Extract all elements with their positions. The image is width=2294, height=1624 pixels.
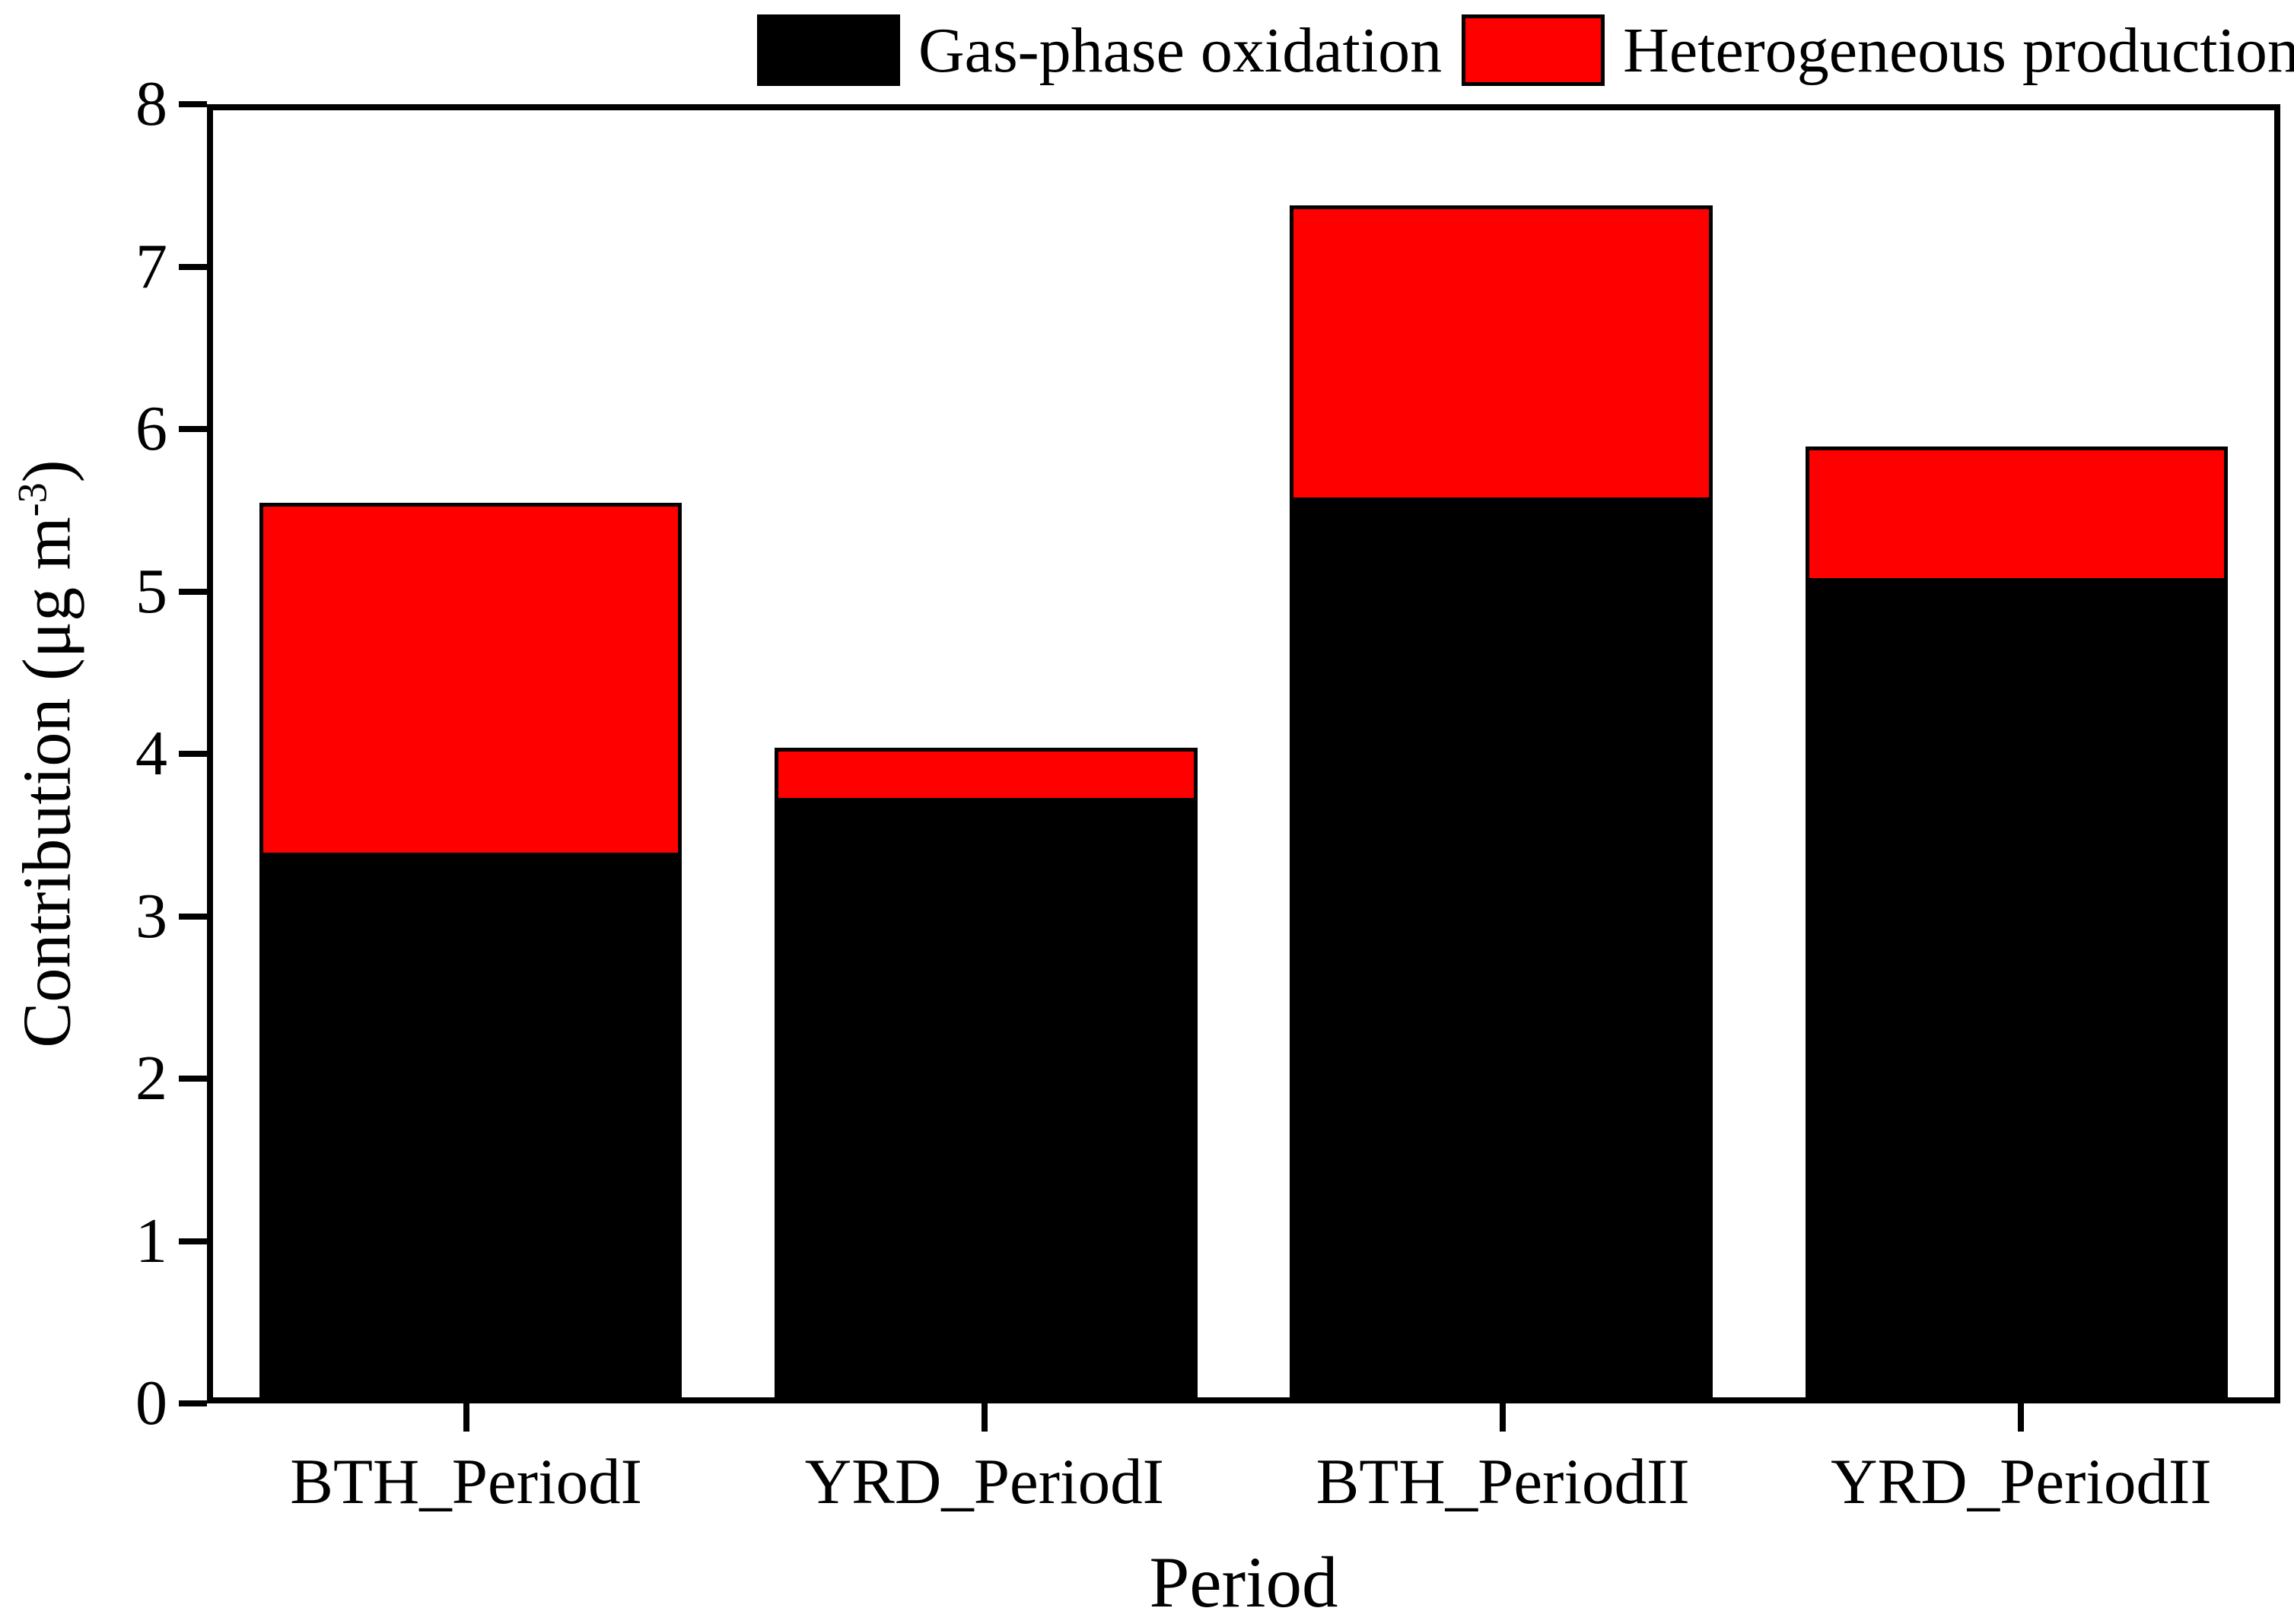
y-axis-tick-1	[179, 1238, 207, 1244]
y-axis-tick-3	[179, 913, 207, 920]
legend-swatch-heterogeneous	[1462, 14, 1605, 86]
bar-BTH_PeriodI	[259, 110, 682, 1397]
y-axis-tick-2	[179, 1076, 207, 1082]
bar-BTH_PeriodII	[1290, 110, 1713, 1397]
y-axis-title: Contribution (μg m-3)	[8, 459, 87, 1047]
y-axis-tick-8	[179, 101, 207, 107]
bar-segment-heterogeneous-YRD_PeriodI	[775, 747, 1198, 802]
legend-label-gas-phase: Gas-phase oxidation	[918, 14, 1443, 86]
x-axis-tick-BTH_PeriodII	[1500, 1403, 1507, 1432]
legend-item-gas-phase: Gas-phase oxidation	[757, 14, 1442, 87]
bar-segment-heterogeneous-YRD_PeriodII	[1805, 447, 2229, 582]
x-axis-tick-YRD_PeriodII	[2018, 1403, 2025, 1432]
x-axis-tick-label-YRD_PeriodI: YRD_PeriodI	[804, 1446, 1164, 1518]
y-axis-tick-label-1: 1	[135, 1205, 167, 1276]
x-axis-tick-label-YRD_PeriodII: YRD_PeriodII	[1831, 1446, 2212, 1518]
y-axis-tick-label-3: 3	[135, 880, 167, 952]
x-axis-title: Period	[1149, 1542, 1338, 1622]
x-axis-tick-YRD_PeriodI	[981, 1403, 988, 1432]
y-axis-title-text: Contribution (μg m	[9, 516, 85, 1048]
x-axis-tick-label-BTH_PeriodII: BTH_PeriodII	[1316, 1446, 1690, 1518]
y-axis-tick-label-7: 7	[135, 230, 167, 302]
y-axis-title-superscript: -3	[9, 482, 56, 517]
bar-segment-gas-BTH_PeriodI	[259, 856, 682, 1397]
bar-segment-gas-YRD_PeriodII	[1805, 581, 2229, 1397]
bar-segment-heterogeneous-BTH_PeriodI	[259, 503, 682, 857]
bar-segment-gas-BTH_PeriodII	[1290, 501, 1713, 1397]
x-axis-tick-label-BTH_PeriodI: BTH_PeriodI	[290, 1446, 642, 1518]
bar-YRD_PeriodI	[775, 110, 1198, 1397]
legend-swatch-gas-phase	[757, 14, 900, 86]
y-axis-tick-label-0: 0	[135, 1368, 167, 1438]
y-axis-title-suffix: )	[9, 459, 85, 483]
y-axis-tick-7	[179, 263, 207, 270]
y-axis-tick-6	[179, 426, 207, 432]
y-axis-tick-label-5: 5	[135, 555, 167, 627]
x-axis-tick-BTH_PeriodI	[463, 1403, 469, 1432]
y-axis-tick-label-6: 6	[135, 393, 167, 464]
bar-segment-heterogeneous-BTH_PeriodII	[1290, 205, 1713, 501]
bar-YRD_PeriodII	[1805, 110, 2229, 1397]
y-axis-tick-label-2: 2	[135, 1043, 167, 1114]
y-axis-tick-label-4: 4	[135, 718, 167, 789]
plot-area	[207, 104, 2280, 1403]
legend-label-heterogeneous: Heterogeneous production	[1623, 14, 2294, 86]
legend: Gas-phase oxidation Heterogeneous produc…	[757, 0, 2294, 100]
legend-item-heterogeneous: Heterogeneous production	[1442, 14, 2294, 87]
y-axis-tick-0	[179, 1400, 207, 1406]
y-axis-tick-label-8: 8	[135, 68, 167, 139]
y-axis-tick-5	[179, 588, 207, 595]
bar-segment-gas-YRD_PeriodI	[775, 802, 1198, 1397]
y-axis-tick-4	[179, 751, 207, 757]
